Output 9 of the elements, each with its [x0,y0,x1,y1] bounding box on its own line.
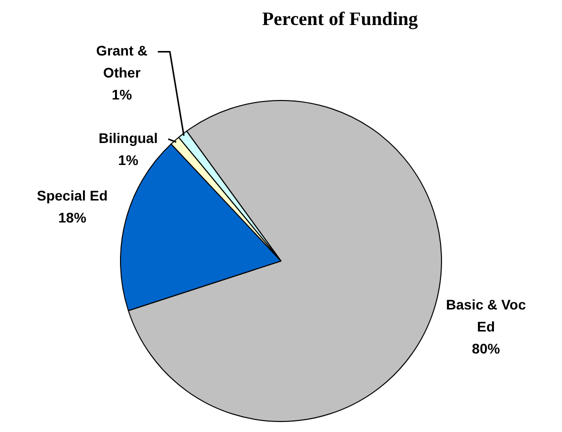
slice-label: Basic & Voc Ed [446,296,526,334]
slice-label: Special Ed [36,187,108,204]
data-label: 1% [112,86,133,103]
chart-title: Percent of Funding [262,8,418,30]
data-label: 80% [472,340,501,356]
data-label: 1% [118,152,139,168]
slice-label: Bilingual [98,130,158,146]
data-label: 18% [58,209,87,226]
slice-label: Grant & Other [96,42,148,81]
